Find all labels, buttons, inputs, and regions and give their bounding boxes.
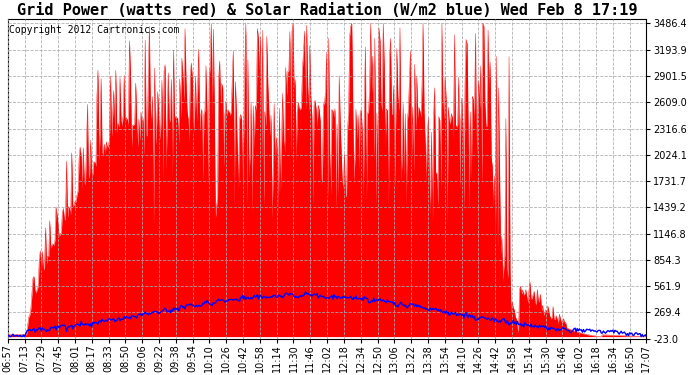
Text: Copyright 2012 Cartronics.com: Copyright 2012 Cartronics.com xyxy=(9,26,179,35)
Title: Grid Power (watts red) & Solar Radiation (W/m2 blue) Wed Feb 8 17:19: Grid Power (watts red) & Solar Radiation… xyxy=(17,3,638,18)
